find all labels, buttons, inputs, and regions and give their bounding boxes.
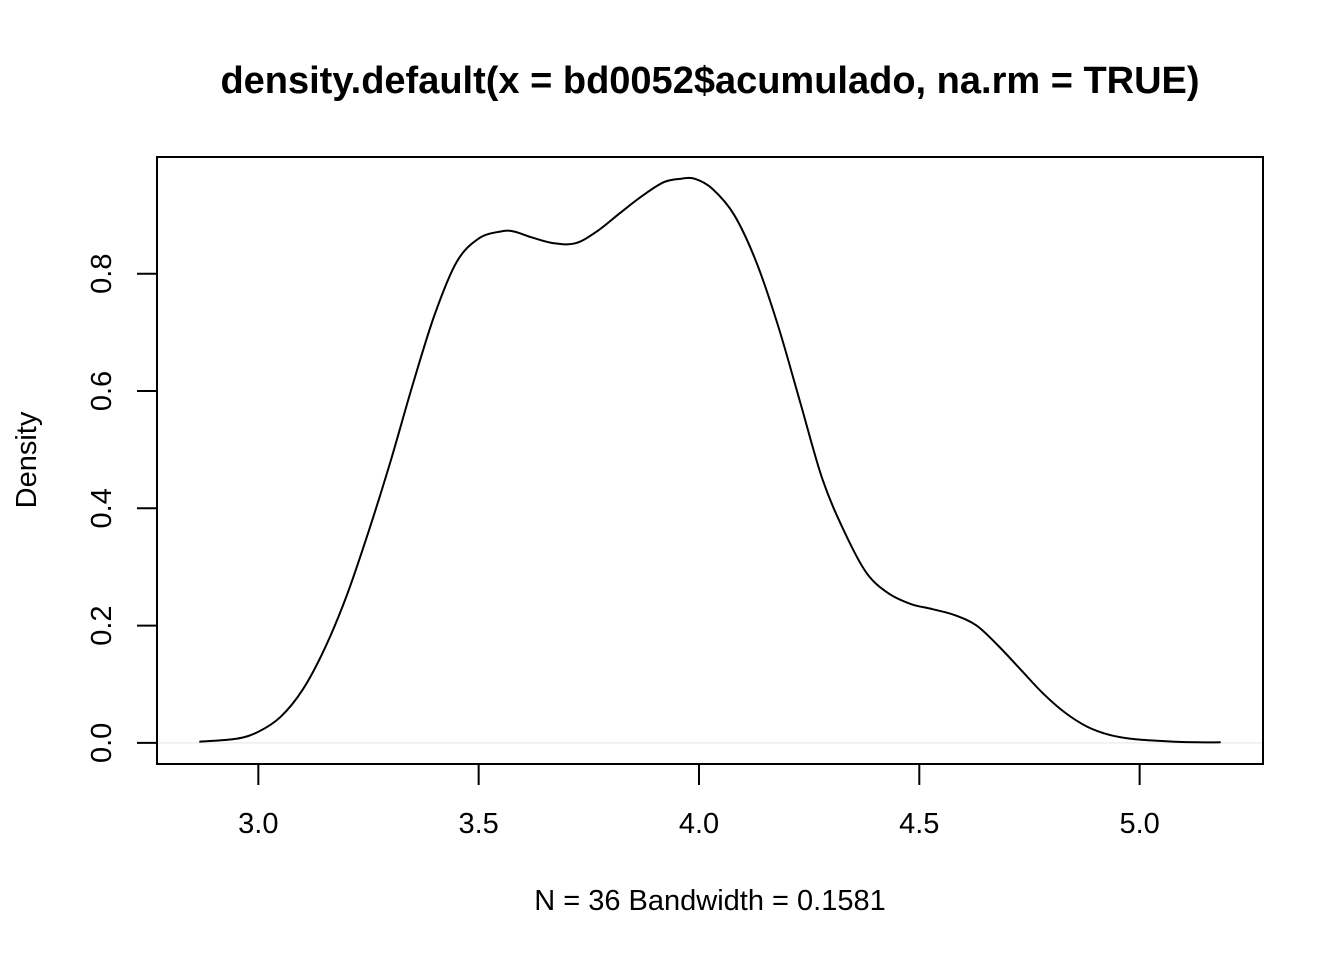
y-tick-label: 0.2 bbox=[86, 605, 118, 645]
x-axis-label: N = 36 Bandwidth = 0.1581 bbox=[534, 885, 885, 917]
x-tick-label: 5.0 bbox=[1119, 808, 1159, 840]
x-tick-label: 4.5 bbox=[899, 808, 939, 840]
y-tick-label: 0.4 bbox=[86, 488, 118, 528]
y-axis-label: Density bbox=[11, 411, 43, 508]
x-tick-label: 3.0 bbox=[238, 808, 278, 840]
x-axis: 3.0 3.5 4.0 4.5 5.0 bbox=[238, 763, 1160, 840]
y-tick-label: 0.6 bbox=[86, 371, 118, 411]
y-tick-label: 0.0 bbox=[86, 723, 118, 763]
chart-title: density.default(x = bd0052$acumulado, na… bbox=[220, 60, 1199, 102]
x-tick-label: 4.0 bbox=[679, 808, 719, 840]
density-curve bbox=[199, 176, 1221, 744]
y-axis: 0.0 0.2 0.4 0.6 0.8 bbox=[86, 254, 158, 763]
y-tick-label: 0.8 bbox=[86, 254, 118, 294]
x-tick-label: 3.5 bbox=[459, 808, 499, 840]
